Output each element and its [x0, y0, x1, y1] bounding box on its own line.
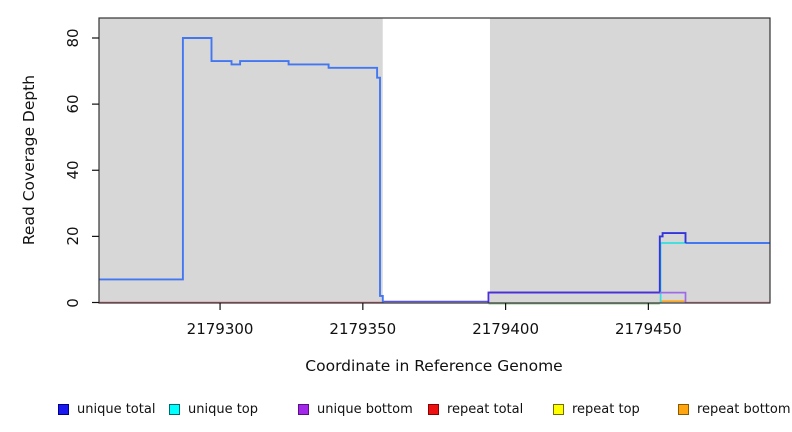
- x-tick-label: 2179300: [186, 320, 254, 338]
- legend-item-repeat-bottom: repeat bottom: [678, 401, 791, 417]
- legend-label: repeat total: [447, 401, 524, 417]
- legend-label: unique top: [188, 401, 259, 417]
- uncovered-region: [382, 18, 490, 303]
- series-line-unique-total-main-curve: [99, 37, 384, 303]
- x-tick-label: 2179450: [614, 320, 682, 338]
- legend-swatch-icon: [678, 403, 689, 415]
- legend-swatch-icon: [169, 403, 180, 415]
- x-axis-title: Coordinate in Reference Genome: [305, 357, 563, 375]
- y-tick-label: 0: [64, 297, 82, 308]
- legend-label: repeat top: [572, 401, 640, 417]
- y-tick-label: 60: [64, 94, 82, 114]
- legend-label: unique bottom: [317, 401, 413, 417]
- legend-item-repeat-top: repeat top: [553, 401, 640, 417]
- series-line-unique-bottom-solo: [659, 291, 687, 303]
- legend-item-unique-total: unique total: [58, 401, 155, 417]
- x-tick-label: 2179400: [472, 320, 539, 338]
- y-tick-label: 20: [64, 226, 82, 246]
- y-axis-title: Read Coverage Depth: [20, 74, 38, 246]
- y-tick-label: 40: [64, 160, 82, 180]
- legend-item-repeat-total: repeat total: [428, 401, 523, 417]
- plot-border: [98, 17, 771, 304]
- legend-swatch-icon: [553, 403, 564, 415]
- legend-label: repeat bottom: [697, 401, 791, 417]
- legend-label: unique total: [77, 401, 156, 417]
- legend-swatch-icon: [428, 403, 439, 415]
- series-line-unique-bottom-overlapped: [487, 291, 660, 303]
- legend-item-unique-bottom: unique bottom: [298, 401, 413, 417]
- coverage-plot-area: [92, 17, 771, 310]
- legend-swatch-icon: [298, 403, 309, 415]
- plot-background-left: [99, 18, 383, 303]
- legend-swatch-icon: [58, 403, 69, 415]
- legend-item-unique-top: unique top: [169, 401, 258, 417]
- x-tick-label: 2179350: [329, 320, 397, 338]
- y-tick-label: 80: [64, 28, 82, 48]
- plot-background-right: [489, 18, 770, 303]
